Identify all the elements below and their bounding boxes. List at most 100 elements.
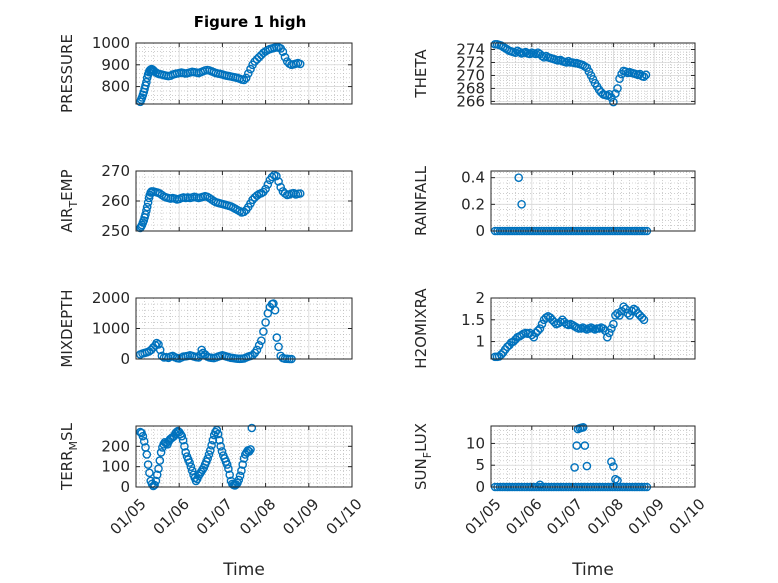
- axes-box: [135, 42, 353, 105]
- y-axis-label: TERRMSL: [58, 422, 80, 491]
- y-tick-label: 2: [475, 289, 485, 307]
- data-point: [535, 480, 545, 490]
- data-point: [146, 345, 156, 355]
- data-point: [239, 75, 249, 85]
- y-axis-label: SUNFLUX: [412, 423, 434, 490]
- data-point: [525, 49, 535, 59]
- data-point: [609, 462, 618, 471]
- data-point: [204, 450, 214, 459]
- data-point: [641, 70, 651, 80]
- y-tick-label: 1: [475, 333, 485, 351]
- x-tick-label: 01/05: [106, 495, 149, 538]
- y-axis-label: THETA: [412, 49, 430, 99]
- data-point: [295, 189, 305, 198]
- data-point: [280, 189, 290, 198]
- data-point: [611, 89, 620, 98]
- data-point: [609, 97, 618, 107]
- data-point: [511, 48, 520, 58]
- data-point: [267, 172, 277, 182]
- data-point: [639, 315, 649, 325]
- y-tick-label: 250: [101, 222, 130, 240]
- data-point: [250, 57, 260, 66]
- data-point: [256, 336, 266, 346]
- data-point: [611, 311, 620, 320]
- x-tick-label: 01/09: [279, 495, 322, 538]
- axes-box: [135, 425, 353, 488]
- x-tick-label: 01/10: [665, 495, 708, 538]
- data-point: [278, 47, 288, 57]
- data-point: [217, 447, 227, 456]
- axes-box: [490, 170, 696, 232]
- y-tick-label: 1000: [92, 320, 130, 338]
- data-point: [198, 465, 207, 475]
- subplot-rainfall: 0 0.2 0.4 RAINFALL: [412, 165, 696, 240]
- y-axis-label: PRESSURE: [58, 34, 76, 113]
- data-point: [246, 445, 255, 454]
- data-point: [154, 340, 163, 349]
- data-point: [238, 460, 247, 469]
- data-point: [243, 69, 253, 78]
- data-point: [246, 64, 255, 74]
- data-point: [180, 441, 189, 451]
- data-point: [235, 471, 245, 481]
- data-point: [274, 342, 283, 352]
- data-point: [570, 463, 579, 472]
- y-axis-label: RAINFALL: [412, 165, 430, 236]
- data-point: [607, 324, 616, 333]
- data-point: [598, 324, 608, 333]
- y-tick-label: 200: [101, 437, 130, 455]
- subplot-h2omixra: 1 1.5 2 H2OMIXRA: [412, 288, 696, 369]
- data-point: [247, 423, 257, 433]
- data-point: [203, 454, 212, 463]
- data-point: [142, 77, 151, 87]
- y-tick-label: 5: [475, 456, 485, 474]
- data-point: [272, 171, 281, 181]
- data-point: [145, 468, 154, 478]
- data-point: [613, 84, 622, 93]
- data-point: [517, 199, 526, 209]
- data-point: [216, 441, 225, 451]
- data-point: [607, 457, 616, 467]
- data-point: [152, 338, 161, 348]
- data-point: [270, 305, 280, 315]
- data-point: [261, 184, 270, 194]
- data-point: [142, 202, 152, 212]
- y-tick-label: 0: [120, 350, 130, 368]
- data-point: [181, 448, 190, 457]
- x-tick-label: 01/07: [193, 495, 236, 538]
- x-axis-label: Time: [222, 560, 265, 580]
- data-point: [625, 311, 635, 320]
- x-tick-label: 01/10: [322, 495, 365, 538]
- y-tick-label: 270: [101, 162, 130, 180]
- data-point: [154, 464, 163, 474]
- data-point: [155, 345, 165, 355]
- data-point: [580, 441, 590, 450]
- data-point: [138, 431, 148, 441]
- y-tick-label: 100: [101, 458, 130, 476]
- data-point: [205, 446, 215, 455]
- x-tick-label: 01/09: [625, 495, 668, 538]
- data-point: [178, 435, 188, 445]
- subplot-air-temp: 250 260 270 AIRTEMP: [58, 162, 353, 240]
- data-point: [582, 461, 592, 471]
- data-point: [613, 476, 622, 485]
- x-axis-label: Time: [571, 560, 614, 580]
- x-tick-label: 01/05: [461, 495, 504, 538]
- axes-box: [490, 425, 696, 488]
- data-point: [254, 340, 264, 350]
- y-tick-label: 270: [456, 66, 485, 84]
- data-point: [151, 476, 161, 486]
- y-tick-label: 1.5: [461, 311, 485, 329]
- data-point: [549, 317, 559, 327]
- data-point: [234, 475, 244, 485]
- data-point: [254, 52, 264, 62]
- data-point: [517, 330, 526, 340]
- y-tick-label: 266: [456, 92, 485, 110]
- data-point: [259, 48, 268, 58]
- x-tick-label: 01/06: [150, 495, 193, 538]
- data-point: [252, 345, 262, 355]
- data-point: [207, 195, 216, 204]
- data-point: [252, 191, 262, 200]
